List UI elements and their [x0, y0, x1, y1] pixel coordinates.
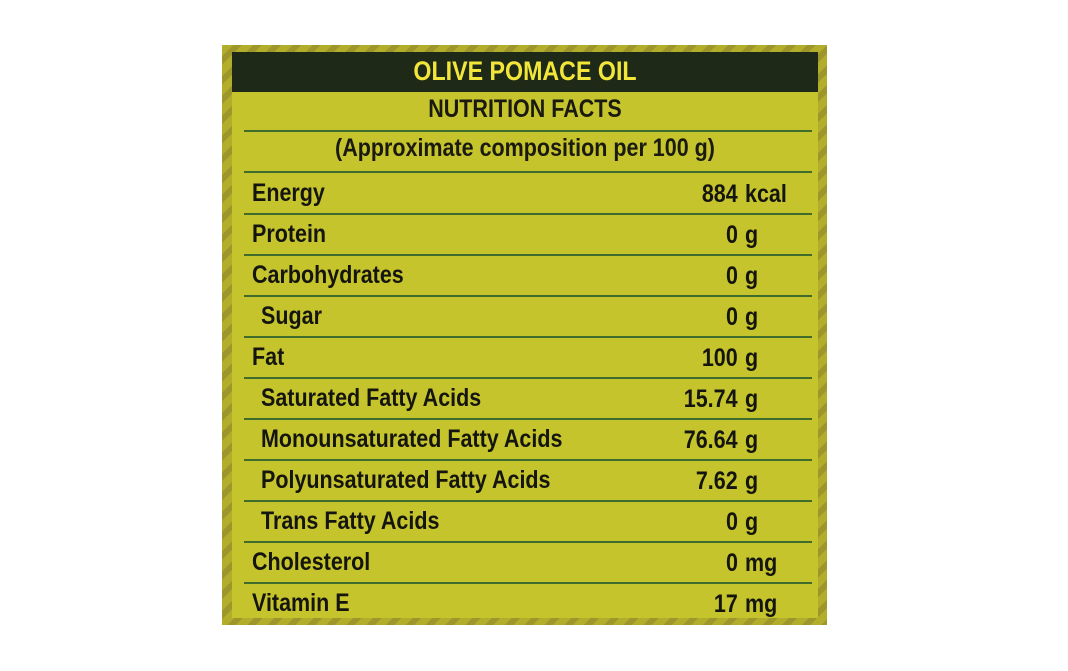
- nutrient-value: 0: [726, 549, 738, 577]
- divider: [244, 459, 812, 461]
- nutrient-row: Trans Fatty Acids 0 g: [232, 501, 818, 542]
- nutrient-value: 0: [726, 221, 738, 249]
- nutrient-value: 7.62: [696, 467, 738, 495]
- nutrient-unit: kcal: [745, 180, 787, 208]
- divider: [244, 377, 812, 379]
- nutrient-unit: g: [745, 344, 759, 372]
- nutrition-label: OLIVE POMACE OIL NUTRITION FACTS (Approx…: [222, 45, 827, 625]
- nutrient-row: Carbohydrates 0 g: [232, 255, 818, 296]
- nutrient-label: Vitamin E: [252, 589, 350, 617]
- composition-basis: (Approximate composition per 100 g): [335, 134, 715, 162]
- nutrient-label: Saturated Fatty Acids: [261, 384, 482, 412]
- nutrient-unit: g: [745, 385, 759, 413]
- nutrient-label: Cholesterol: [252, 548, 371, 576]
- divider: [244, 418, 812, 420]
- nutrient-row: Fat 100 g: [232, 337, 818, 378]
- nutrient-value: 15.74: [684, 385, 738, 413]
- nutrition-panel: OLIVE POMACE OIL NUTRITION FACTS (Approx…: [232, 52, 818, 618]
- nutrient-label: Sugar: [261, 302, 322, 330]
- nutrient-row: Monounsaturated Fatty Acids 76.64 g: [232, 419, 818, 460]
- nutrient-label: Trans Fatty Acids: [261, 507, 440, 535]
- product-title: OLIVE POMACE OIL: [413, 56, 637, 86]
- divider: [244, 254, 812, 256]
- nutrient-label: Monounsaturated Fatty Acids: [261, 425, 563, 453]
- nutrient-unit: g: [745, 508, 759, 536]
- nutrition-facts-heading: NUTRITION FACTS: [428, 95, 622, 123]
- divider: [244, 582, 812, 584]
- nutrient-value: 0: [726, 303, 738, 331]
- divider: [244, 130, 812, 132]
- nutrient-row: Polyunsaturated Fatty Acids 7.62 g: [232, 460, 818, 501]
- nutrient-unit: g: [745, 467, 759, 495]
- divider: [244, 500, 812, 502]
- nutrient-label: Carbohydrates: [252, 261, 404, 289]
- nutrient-row: Cholesterol 0 mg: [232, 542, 818, 583]
- nutrient-row: Saturated Fatty Acids 15.74 g: [232, 378, 818, 419]
- nutrient-row: Vitamin E 17 mg: [232, 583, 818, 624]
- nutrient-label: Fat: [252, 343, 285, 371]
- nutrient-row: Energy 884 kcal: [232, 173, 818, 214]
- nutrient-unit: mg: [745, 549, 778, 577]
- nutrient-value: 884: [702, 180, 738, 208]
- nutrient-row: Protein 0 g: [232, 214, 818, 255]
- nutrient-value: 100: [702, 344, 738, 372]
- nutrient-row: Sugar 0 g: [232, 296, 818, 337]
- divider: [244, 171, 812, 173]
- title-bar: OLIVE POMACE OIL: [232, 52, 818, 92]
- divider: [244, 336, 812, 338]
- nutrient-value: 76.64: [684, 426, 738, 454]
- divider: [244, 295, 812, 297]
- divider: [244, 541, 812, 543]
- nutrient-label: Energy: [252, 179, 325, 207]
- nutrient-unit: g: [745, 303, 759, 331]
- nutrient-value: 0: [726, 508, 738, 536]
- nutrient-label: Polyunsaturated Fatty Acids: [261, 466, 551, 494]
- nutrient-value: 17: [714, 590, 738, 618]
- nutrient-label: Protein: [252, 220, 327, 248]
- nutrient-value: 0: [726, 262, 738, 290]
- nutrient-unit: mg: [745, 590, 778, 618]
- nutrient-unit: g: [745, 426, 759, 454]
- divider: [244, 213, 812, 215]
- nutrient-unit: g: [745, 262, 759, 290]
- nutrient-unit: g: [745, 221, 759, 249]
